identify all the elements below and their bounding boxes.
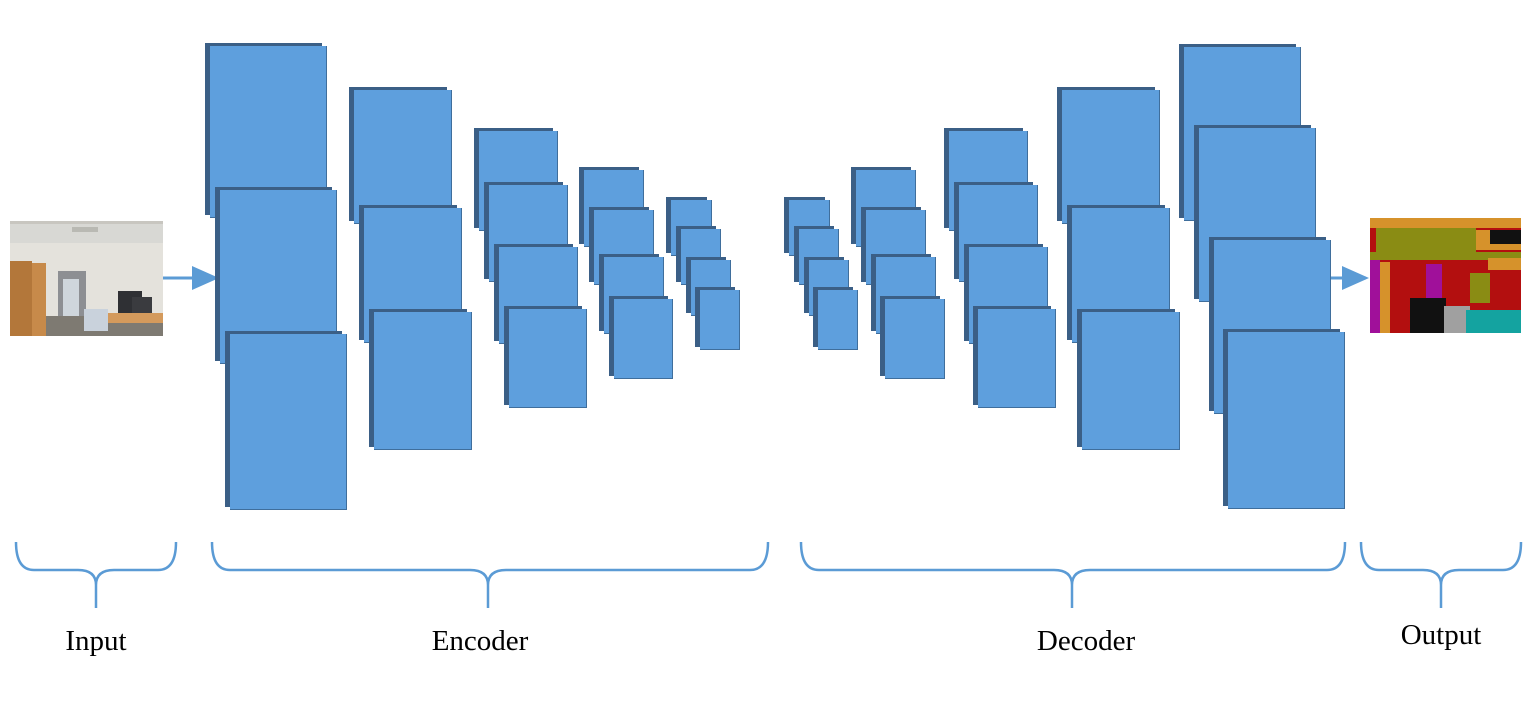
encoder-layer-2-block-1 — [354, 90, 452, 224]
encoder-layer-5-block-4 — [700, 290, 740, 350]
output-brace — [1359, 541, 1523, 608]
encoder-layer-1-block-1 — [210, 46, 327, 218]
decoder-layer-4-block-3 — [1082, 312, 1180, 450]
input-image — [10, 221, 163, 336]
decoder-brace — [799, 541, 1347, 608]
encoder-label: Encoder — [431, 625, 529, 657]
encoder-layer-4-block-4 — [614, 299, 673, 379]
decoder-layer-4-block-1 — [1062, 90, 1160, 224]
output-segmentation-image — [1370, 218, 1521, 333]
encoder-layer-2-block-3 — [374, 312, 472, 450]
encoder-layer-3-block-4 — [509, 309, 587, 408]
input-brace — [14, 541, 178, 608]
decoder-layer-1-block-4 — [818, 290, 858, 350]
output-label: Output — [1400, 619, 1482, 651]
decoder-layer-5-block-4 — [1228, 332, 1345, 509]
decoder-layer-3-block-4 — [978, 309, 1056, 408]
decoder-label: Decoder — [1036, 625, 1136, 657]
decoder-layer-2-block-4 — [885, 299, 945, 379]
encoder-layer-1-block-3 — [230, 334, 347, 510]
encoder-brace — [210, 541, 770, 608]
input-label: Input — [65, 625, 127, 657]
